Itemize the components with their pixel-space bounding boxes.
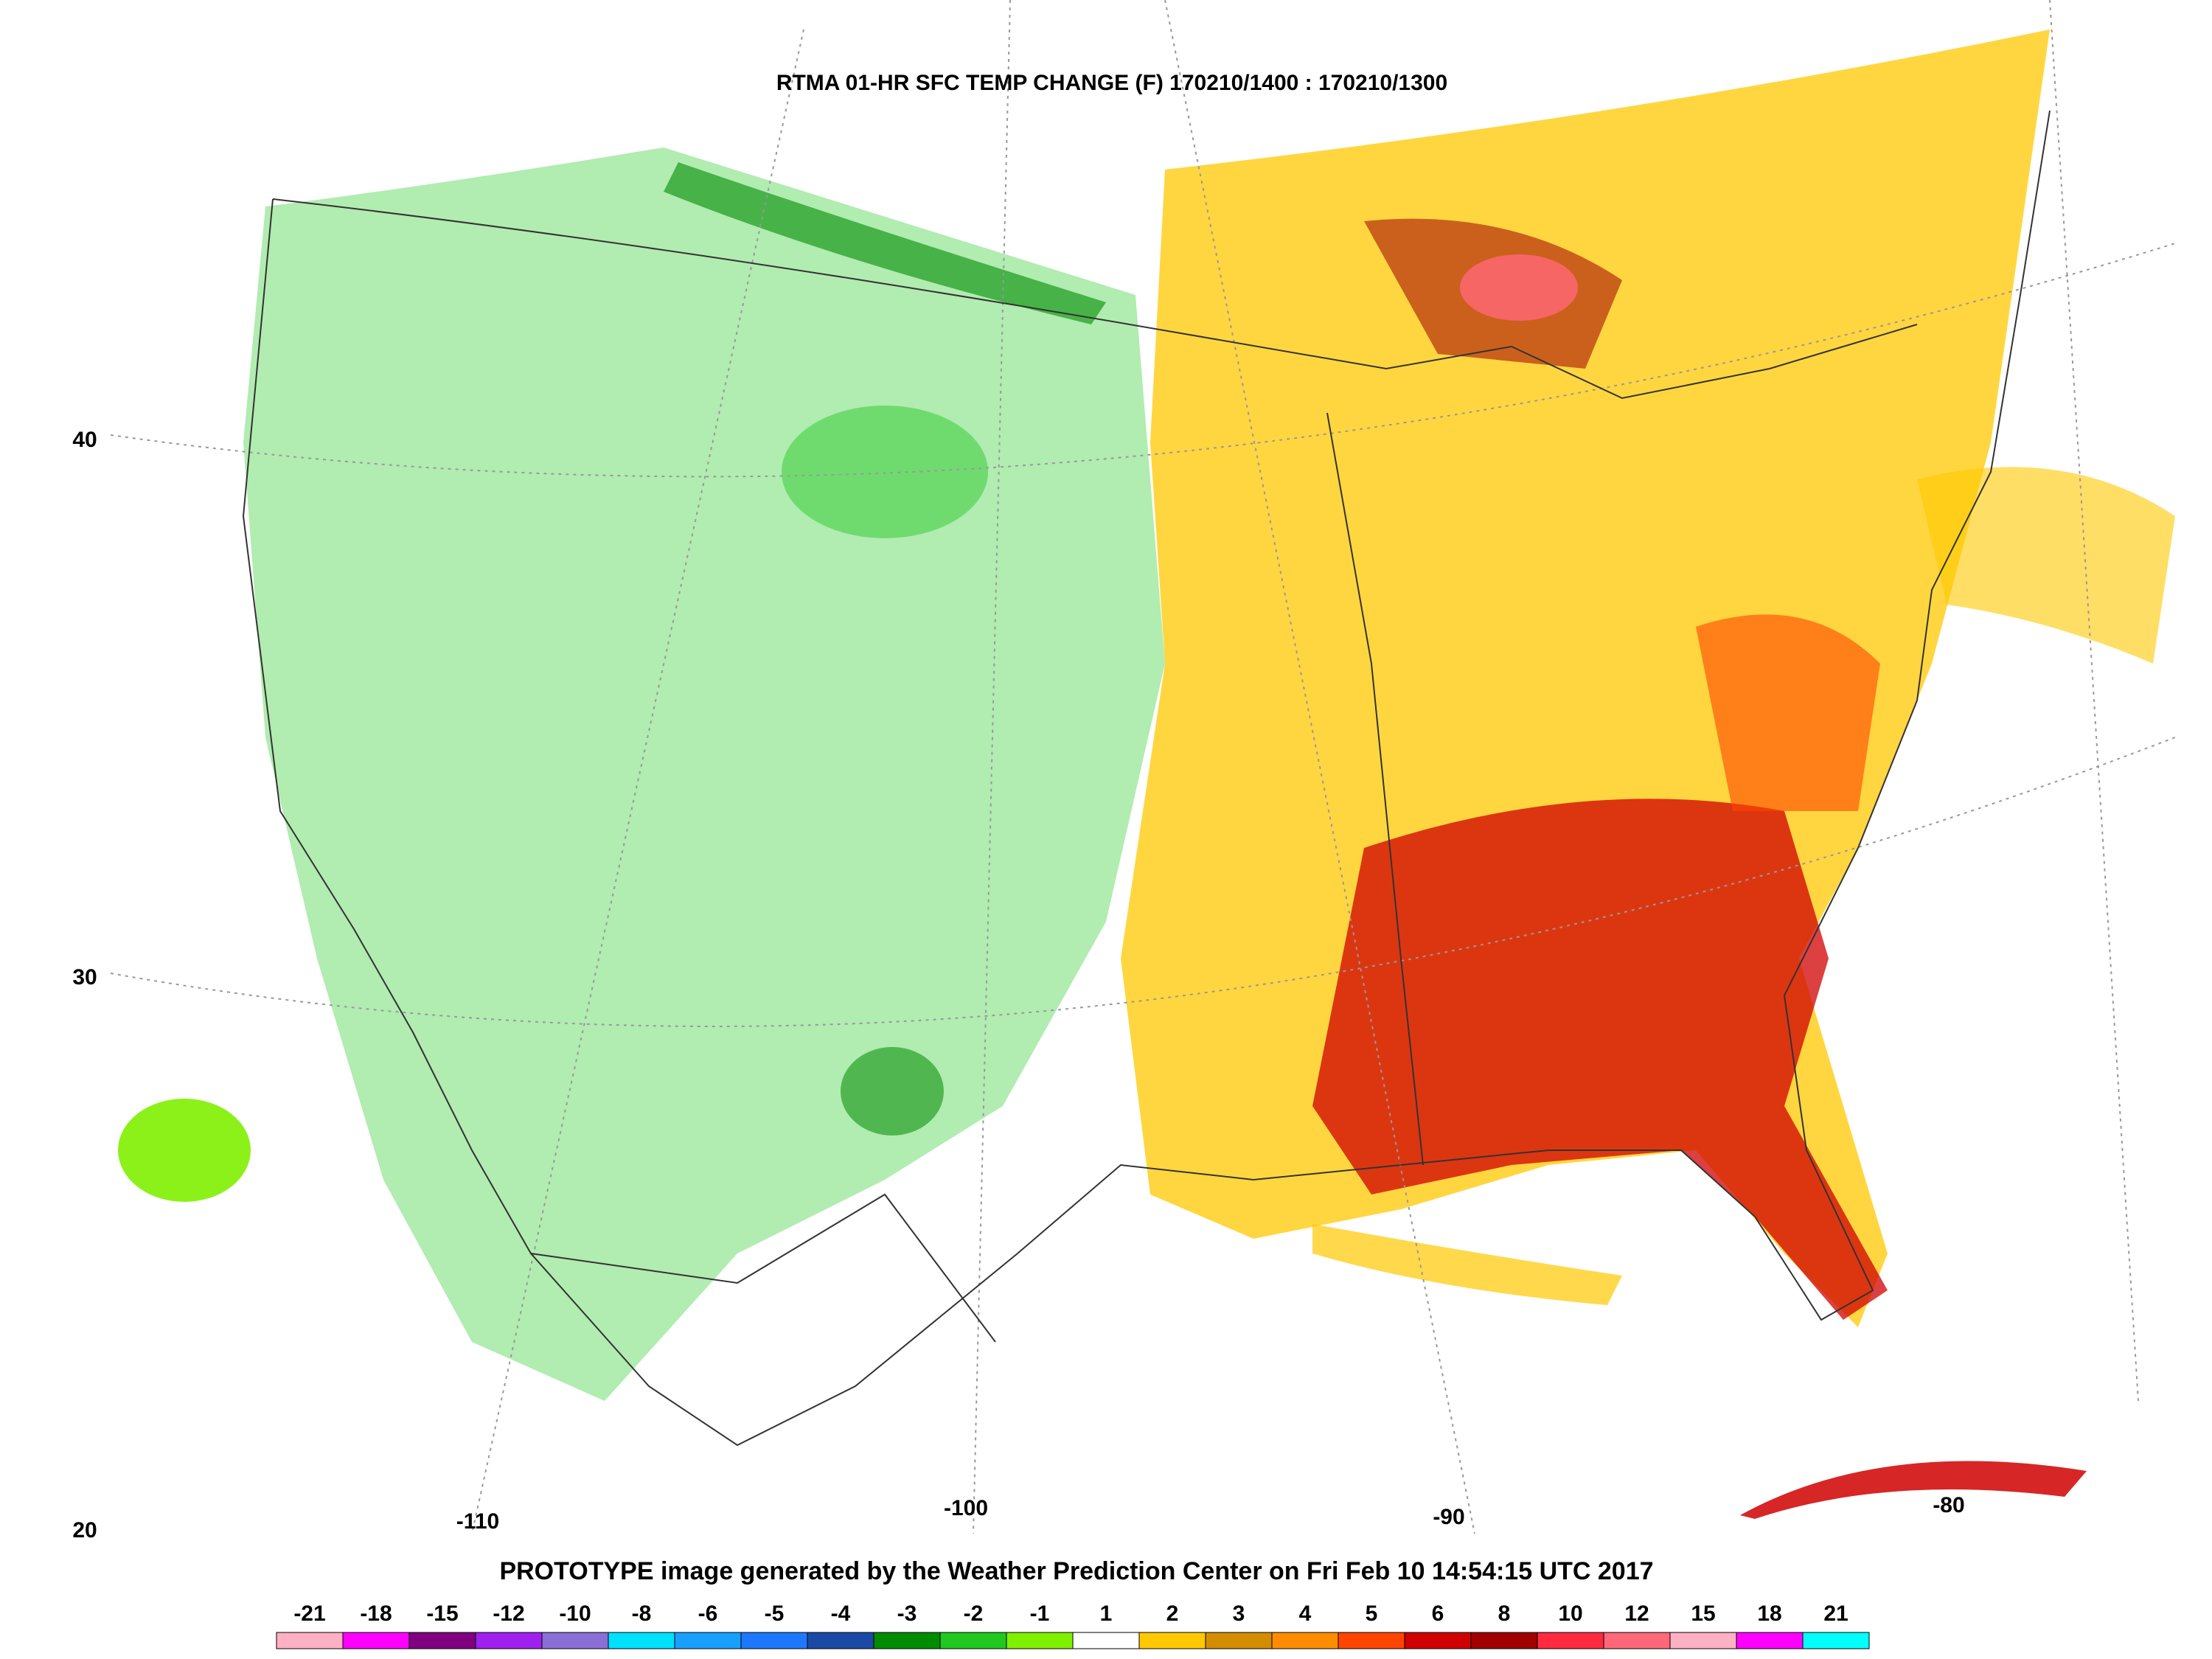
colorbar-swatch <box>1072 1632 1140 1649</box>
colorbar-tick-label: 12 <box>1624 1601 1649 1626</box>
latitude-line-40 <box>110 243 2176 478</box>
ontario-warming-core <box>1460 254 1578 321</box>
colorbar-swatch <box>608 1632 675 1649</box>
mid-atlantic-warming <box>1696 614 1880 811</box>
colorbar-tick-label: 5 <box>1366 1601 1378 1626</box>
colorbar-swatch <box>1338 1632 1405 1649</box>
colorbar-tick-label: 18 <box>1757 1601 1781 1626</box>
longitude-line-90 <box>1164 0 1475 1534</box>
colorbar-swatch <box>873 1632 941 1649</box>
colorbar-swatch <box>342 1632 410 1649</box>
us-coastline <box>242 110 2051 1447</box>
colorbar-swatch <box>1537 1632 1604 1649</box>
colorbar-swatch <box>1404 1632 1472 1649</box>
canada-border <box>272 198 1918 400</box>
colorbar-swatch <box>541 1632 609 1649</box>
cuba-warming <box>1740 1461 2087 1519</box>
southeast-strong-warming <box>1312 799 1888 1320</box>
colorbar-tick-label: 21 <box>1823 1601 1848 1626</box>
latitude-line-30 <box>110 737 2176 1027</box>
latitude-label-30: 30 <box>72 965 97 990</box>
colorbar-swatch <box>1006 1632 1074 1649</box>
colorbar-swatch <box>674 1632 742 1649</box>
colorbar-swatch <box>1603 1632 1671 1649</box>
colorbar-tick-label: 2 <box>1166 1601 1179 1626</box>
longitude-line-100 <box>973 0 1011 1534</box>
colorbar-tick-label: 6 <box>1432 1601 1444 1626</box>
colorbar-swatch <box>1271 1632 1339 1649</box>
longitude-label-100: -100 <box>944 1496 988 1520</box>
colorbar-tick-label: -2 <box>964 1601 984 1626</box>
colorbar-tick-label: -5 <box>765 1601 785 1626</box>
colorbar-swatch <box>1205 1632 1273 1649</box>
colorbar-swatch <box>1470 1632 1538 1649</box>
atlantic-warm-swath <box>1917 467 2175 664</box>
colorbar-tick-label: 8 <box>1498 1601 1511 1626</box>
latitude-label-40: 40 <box>72 428 97 452</box>
longitude-label-80: -80 <box>1933 1493 1964 1517</box>
colorbar-tick-label: 4 <box>1299 1601 1312 1626</box>
colorbar-tick-label: 1 <box>1100 1601 1113 1626</box>
colorbar-tick-label: -6 <box>698 1601 718 1626</box>
colorbar-tick-label: 15 <box>1691 1601 1715 1626</box>
colorbar-tick-label: -3 <box>897 1601 917 1626</box>
colorbar-tick-label: -21 <box>293 1601 325 1626</box>
northern-plains-cooling-band <box>664 162 1106 324</box>
colorbar-swatch <box>1669 1632 1737 1649</box>
longitude-label-110: -110 <box>456 1509 499 1534</box>
colorbar-tick-label: -10 <box>559 1601 591 1626</box>
longitude-line-80 <box>2049 0 2139 1402</box>
colorbar-tick-label: -12 <box>493 1601 524 1626</box>
colorbar-swatch <box>1802 1632 1870 1649</box>
colorbar-tick-label: 3 <box>1233 1601 1245 1626</box>
colorbar-swatch <box>939 1632 1007 1649</box>
colorbar-swatch <box>1138 1632 1206 1649</box>
colorbar-legend: -21 -18 -15 -12 -10 -8 -6 -5 -4 -3 -2 -1 1 2 3 4 5 6 8 10 12… <box>276 1601 1870 1649</box>
pacific-cool-patch <box>118 1099 251 1202</box>
colorbar-swatch <box>1736 1632 1804 1649</box>
colorbar-tick-label: -15 <box>426 1601 458 1626</box>
generation-footer: PROTOTYPE image generated by the Weather… <box>499 1557 1653 1585</box>
longitude-line-110 <box>471 29 804 1534</box>
latitude-label-20: 20 <box>72 1518 97 1543</box>
map-graticule <box>110 0 2176 1534</box>
longitude-label-90: -90 <box>1433 1505 1464 1529</box>
colorbar-tick-label: -1 <box>1030 1601 1050 1626</box>
southwest-cool-patch <box>841 1047 944 1135</box>
colorbar-swatch <box>740 1632 808 1649</box>
state-boundaries <box>242 110 2051 1447</box>
colorbar-tick-label: 10 <box>1558 1601 1582 1626</box>
northwest-cool-patch <box>782 406 988 538</box>
colorbar-tick-label: -4 <box>831 1601 851 1626</box>
mexico-border <box>530 1193 996 1343</box>
mississippi-river-line <box>1326 412 1424 1166</box>
map-field <box>118 15 2175 1530</box>
colorbar-tick-label: -18 <box>360 1601 392 1626</box>
map-title: RTMA 01-HR SFC TEMP CHANGE (F) 170210/14… <box>776 71 1447 95</box>
colorbar-swatch <box>408 1632 476 1649</box>
gulf-warm-swath <box>1312 1224 1622 1305</box>
colorbar-swatch <box>807 1632 874 1649</box>
colorbar-tick-label: -8 <box>632 1601 652 1626</box>
colorbar-swatch <box>475 1632 543 1649</box>
colorbar-swatch <box>276 1632 344 1649</box>
